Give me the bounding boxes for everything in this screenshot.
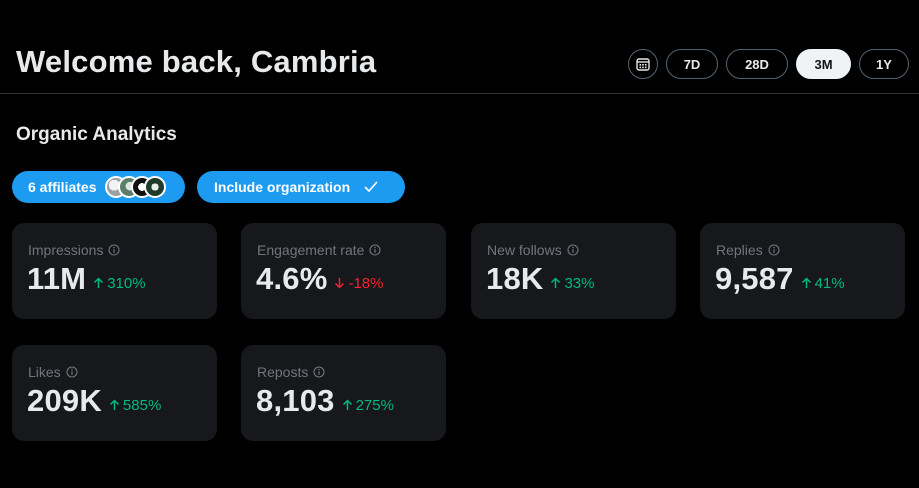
metric-value: 18K (486, 261, 544, 296)
metric-card-likes[interactable]: Likes 209K 585% (12, 345, 217, 441)
page-header: Welcome back, Cambria 7D 28D 3M 1Y (0, 0, 919, 94)
calendar-icon (636, 58, 650, 71)
affiliates-label: 6 affiliates (28, 179, 97, 195)
arrow-up-icon (342, 399, 353, 411)
range-1y-button[interactable]: 1Y (859, 49, 909, 79)
metric-card-reposts[interactable]: Reposts 8,103 275% (241, 345, 446, 441)
metric-delta: 585% (109, 397, 161, 414)
arrow-up-icon (550, 277, 561, 289)
metric-value: 9,587 (715, 261, 794, 296)
metric-value: 4.6% (256, 261, 328, 296)
info-icon[interactable] (108, 244, 121, 256)
page-title: Welcome back, Cambria (16, 44, 377, 79)
metric-delta-value: 585% (122, 396, 162, 414)
metric-delta-value: 275% (355, 396, 394, 414)
metric-card-engagement-rate[interactable]: Engagement rate 4.6% -18% (241, 223, 446, 319)
affiliate-avatars (105, 176, 167, 198)
metric-label: Replies (716, 242, 763, 258)
metric-delta: 41% (801, 275, 845, 292)
calendar-button[interactable] (628, 49, 658, 79)
info-icon[interactable] (369, 244, 381, 256)
info-icon[interactable] (313, 366, 325, 378)
metric-value: 209K (27, 383, 102, 418)
arrow-up-icon (93, 277, 104, 289)
metric-card-replies[interactable]: Replies 9,587 41% (700, 223, 905, 319)
metric-label: Impressions (28, 242, 104, 258)
metric-delta: 275% (342, 397, 394, 414)
metric-delta-value: -18% (348, 274, 384, 292)
metric-delta: -18% (334, 274, 384, 292)
info-icon[interactable] (768, 244, 780, 256)
include-organization-chip[interactable]: Include organization (197, 171, 405, 203)
metric-label: Reposts (257, 364, 309, 380)
metric-value: 11M (27, 261, 87, 296)
metric-label: Engagement rate (257, 242, 365, 258)
arrow-up-icon (801, 277, 812, 289)
metric-label: Likes (28, 364, 61, 380)
range-28d-button[interactable]: 28D (726, 49, 788, 79)
range-7d-button[interactable]: 7D (666, 49, 718, 79)
metric-delta-value: 41% (814, 274, 845, 292)
arrow-down-icon (334, 277, 345, 289)
info-icon[interactable] (66, 366, 78, 378)
metric-label: New follows (487, 242, 562, 258)
checkmark-icon (364, 181, 378, 193)
metric-card-new-follows[interactable]: New follows 18K 33% (471, 223, 676, 319)
metric-card-impressions[interactable]: Impressions 11M 310% (12, 223, 217, 319)
date-range-selector: 7D 28D 3M 1Y (628, 49, 909, 79)
avatar (144, 176, 167, 198)
include-organization-label: Include organization (214, 179, 351, 195)
metric-delta-value: 310% (107, 274, 146, 292)
affiliates-filter-chip[interactable]: 6 affiliates (12, 171, 185, 203)
metric-delta: 33% (550, 274, 595, 292)
metric-delta-value: 33% (564, 274, 595, 292)
arrow-up-icon (109, 399, 120, 411)
section-title: Organic Analytics (16, 124, 177, 145)
info-icon[interactable] (567, 244, 579, 256)
metric-value: 8,103 (256, 383, 335, 418)
range-3m-button[interactable]: 3M (796, 49, 851, 79)
metric-delta: 310% (93, 274, 146, 292)
